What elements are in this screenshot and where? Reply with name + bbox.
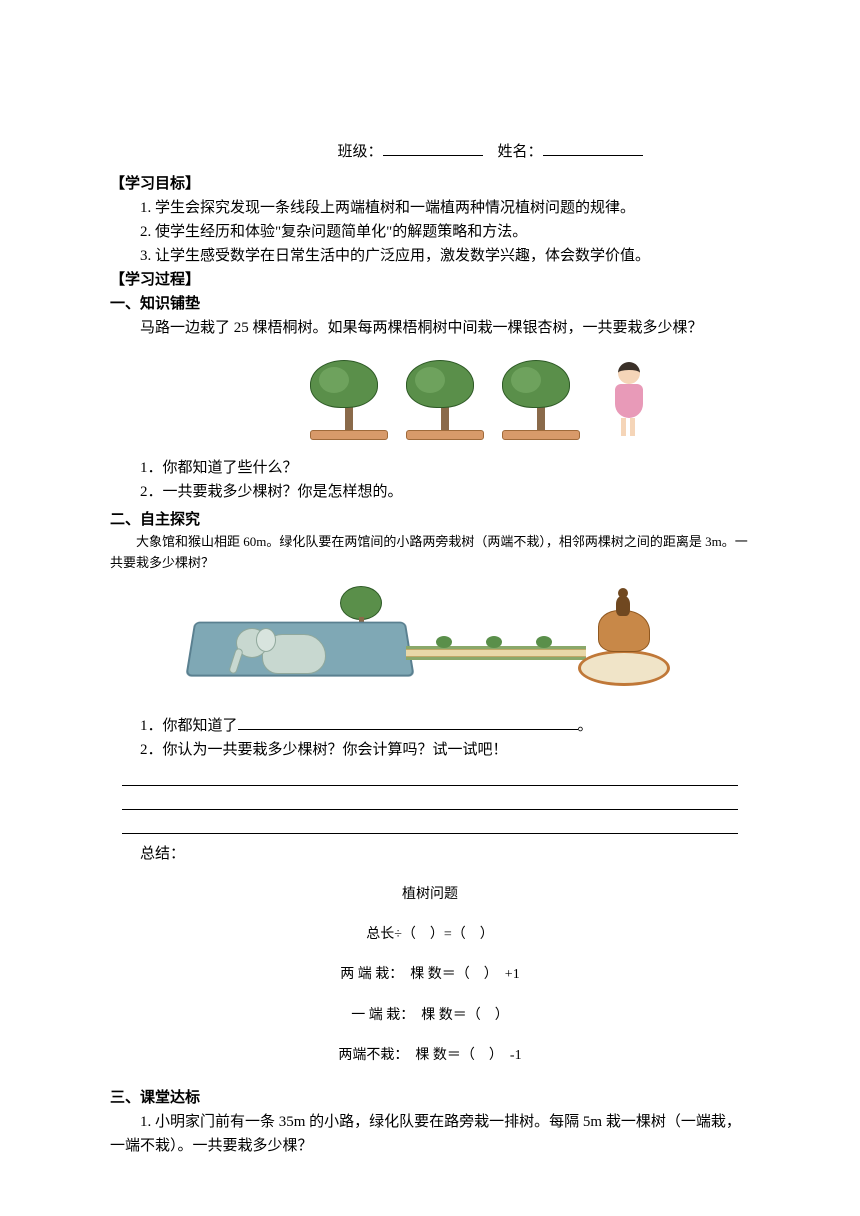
summary-title: 植树问题 bbox=[110, 884, 750, 906]
section3-heading: 三、课堂达标 bbox=[110, 1086, 750, 1110]
formula-both-label: 两 端 栽： bbox=[340, 967, 403, 982]
close-paren: ） bbox=[495, 1008, 509, 1023]
formula-count-eq: 棵 数＝（ bbox=[410, 967, 470, 982]
close-paren: ） bbox=[484, 967, 498, 982]
answer-line-2[interactable] bbox=[122, 790, 738, 810]
section2-heading: 二、自主探究 bbox=[110, 508, 750, 532]
section2-q1-prefix: 1．你都知道了 bbox=[140, 718, 238, 734]
close-paren: ） bbox=[489, 1048, 503, 1063]
bush-icon bbox=[486, 636, 502, 648]
formula-total-left: 总长÷（ bbox=[366, 927, 416, 942]
section1-heading: 一、知识铺垫 bbox=[110, 292, 750, 316]
objective-2: 2. 使学生经历和体验"复杂问题简单化"的解题策略和方法。 bbox=[110, 220, 750, 244]
illustration-zoo bbox=[110, 578, 750, 708]
tree-icon bbox=[310, 360, 388, 440]
summary-block: 植树问题 总长÷（ ）=（ ） 两 端 栽： 棵 数＝（ ） +1 一 端 栽：… bbox=[110, 884, 750, 1068]
formula-count-eq: 棵 数＝（ bbox=[415, 1048, 475, 1063]
section1-q1: 1．你都知道了些什么？ bbox=[110, 456, 750, 480]
bush-icon bbox=[436, 636, 452, 648]
girl-icon bbox=[608, 362, 650, 440]
summary-label: 总结： bbox=[110, 842, 750, 866]
path-icon bbox=[406, 646, 586, 660]
process-title: 【学习过程】 bbox=[110, 268, 750, 292]
objective-1: 1. 学生会探究发现一条线段上两端植树和一端植两种情况植树问题的规律。 bbox=[110, 196, 750, 220]
formula-both-ends: 两 端 栽： 棵 数＝（ ） +1 bbox=[110, 964, 750, 986]
formula-one-end: 一 端 栽： 棵 数＝（ ） bbox=[110, 1005, 750, 1027]
objective-3: 3. 让学生感受数学在日常生活中的广泛应用，激发数学兴趣，体会数学价值。 bbox=[110, 244, 750, 268]
objectives-title: 【学习目标】 bbox=[110, 172, 750, 196]
formula-total-mid: ）=（ bbox=[430, 927, 466, 942]
elephant-icon bbox=[234, 624, 326, 678]
plus-one: +1 bbox=[505, 967, 520, 982]
section3-q1: 1. 小明家门前有一条 35m 的小路，绿化队要在路旁栽一排树。每隔 5m 栽一… bbox=[110, 1110, 750, 1158]
header-line: 班级： 姓名： bbox=[230, 140, 750, 164]
section2-q1-blank[interactable] bbox=[238, 715, 578, 730]
section2-q1: 1．你都知道了。 bbox=[110, 714, 750, 738]
minus-one: -1 bbox=[510, 1048, 522, 1063]
formula-one-label: 一 端 栽： bbox=[351, 1008, 414, 1023]
formula-total-right: ） bbox=[480, 927, 494, 942]
formula-none-label: 两端不栽： bbox=[338, 1048, 408, 1063]
name-blank[interactable] bbox=[543, 141, 643, 156]
formula-no-ends: 两端不栽： 棵 数＝（ ） -1 bbox=[110, 1045, 750, 1067]
section1-problem: 马路一边栽了 25 棵梧桐树。如果每两棵梧桐树中间栽一棵银杏树，一共要栽多少棵？ bbox=[110, 316, 750, 340]
answer-line-3[interactable] bbox=[122, 814, 738, 834]
answer-line-1[interactable] bbox=[122, 766, 738, 786]
tree-icon bbox=[502, 360, 580, 440]
tree-icon bbox=[406, 360, 484, 440]
section2-problem: 大象馆和猴山相距 60m。绿化队要在两馆间的小路两旁栽树（两端不栽），相邻两棵树… bbox=[110, 532, 750, 574]
monkey-icon bbox=[616, 596, 630, 616]
section2-q2: 2．你认为一共要栽多少棵树？你会计算吗？试一试吧！ bbox=[110, 738, 750, 762]
class-blank[interactable] bbox=[383, 141, 483, 156]
name-label: 姓名： bbox=[498, 144, 543, 160]
formula-count-eq: 棵 数＝（ bbox=[421, 1008, 481, 1023]
formula-total: 总长÷（ ）=（ ） bbox=[110, 924, 750, 946]
objectives-block: 【学习目标】 1. 学生会探究发现一条线段上两端植树和一端植两种情况植树问题的规… bbox=[110, 172, 750, 268]
section1-q2: 2．一共要栽多少棵树？你是怎样想的。 bbox=[110, 480, 750, 504]
elephant-enclosure-icon bbox=[190, 596, 410, 696]
illustration-trees bbox=[110, 344, 750, 452]
class-label: 班级： bbox=[337, 144, 382, 160]
monkey-hill-icon bbox=[578, 614, 670, 686]
bush-icon bbox=[536, 636, 552, 648]
